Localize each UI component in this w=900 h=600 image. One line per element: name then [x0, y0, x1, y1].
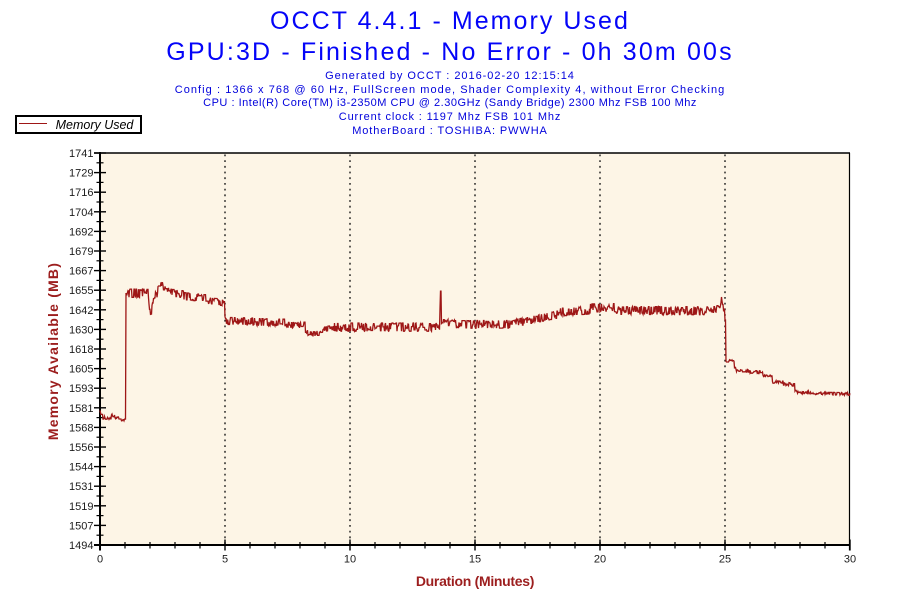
svg-text:1544: 1544: [69, 462, 93, 474]
svg-text:1581: 1581: [69, 403, 93, 415]
svg-text:20: 20: [594, 554, 606, 566]
svg-text:1605: 1605: [69, 364, 93, 376]
svg-text:1519: 1519: [69, 501, 93, 513]
svg-text:25: 25: [719, 554, 731, 566]
svg-text:1618: 1618: [69, 344, 93, 356]
svg-text:1593: 1593: [69, 383, 93, 395]
svg-text:Memory Available (MB): Memory Available (MB): [45, 262, 61, 440]
svg-text:30: 30: [844, 554, 856, 566]
svg-text:1716: 1716: [69, 187, 93, 199]
svg-text:1531: 1531: [69, 481, 93, 493]
svg-text:1507: 1507: [69, 520, 93, 532]
svg-text:1556: 1556: [69, 442, 93, 454]
svg-text:5: 5: [222, 554, 228, 566]
svg-text:1630: 1630: [69, 324, 93, 336]
svg-text:1667: 1667: [69, 266, 93, 278]
svg-text:0: 0: [97, 554, 103, 566]
svg-text:1704: 1704: [69, 207, 93, 219]
svg-text:1494: 1494: [69, 540, 93, 552]
svg-text:1741: 1741: [69, 148, 93, 160]
svg-text:15: 15: [469, 554, 481, 566]
svg-text:1642: 1642: [69, 305, 93, 317]
svg-text:Duration (Minutes): Duration (Minutes): [416, 573, 534, 589]
svg-text:1679: 1679: [69, 246, 93, 258]
svg-text:10: 10: [344, 554, 356, 566]
svg-text:1655: 1655: [69, 285, 93, 297]
svg-text:1568: 1568: [69, 422, 93, 434]
svg-text:1729: 1729: [69, 168, 93, 180]
svg-text:1692: 1692: [69, 226, 93, 238]
